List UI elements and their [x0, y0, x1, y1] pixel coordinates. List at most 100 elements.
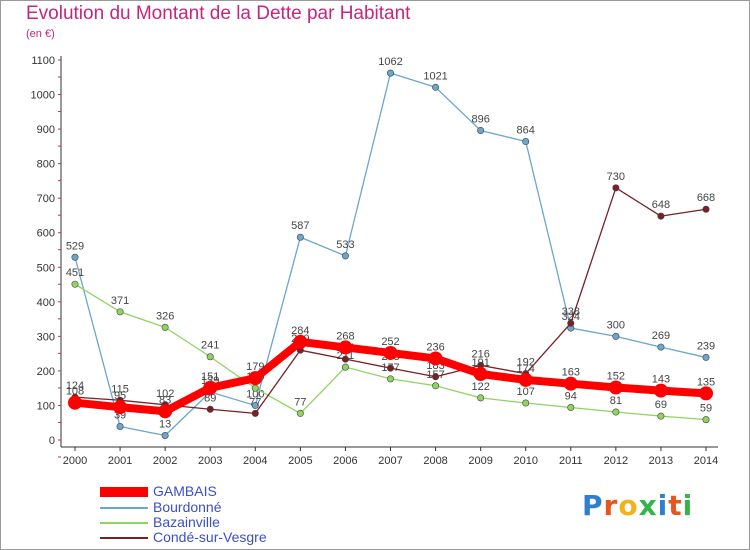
logo-letter: i	[657, 489, 669, 522]
data-point	[432, 382, 440, 390]
data-point	[383, 345, 398, 360]
data-label: 326	[156, 310, 174, 322]
data-label: 338	[562, 306, 580, 318]
data-label: 529	[66, 240, 84, 252]
legend-label: GAMBAIS	[153, 483, 217, 499]
data-point	[473, 367, 488, 382]
data-point	[161, 432, 169, 440]
data-label: 252	[381, 336, 399, 348]
data-label: 59	[700, 403, 712, 415]
logo-letter: r	[603, 489, 619, 522]
data-label: 241	[201, 340, 219, 352]
x-tick-label: 2013	[649, 455, 673, 467]
data-point	[338, 340, 353, 355]
data-point	[341, 252, 349, 260]
data-point	[116, 308, 124, 316]
y-tick-label: 200	[37, 366, 55, 378]
legend-swatch	[100, 537, 148, 540]
data-label: 163	[562, 367, 580, 379]
y-tick-label: 1000	[31, 90, 55, 102]
data-point	[567, 404, 575, 412]
x-tick-label: 2011	[559, 455, 583, 467]
data-point	[612, 408, 620, 416]
data-label: 107	[517, 386, 535, 398]
data-label: 896	[471, 113, 489, 125]
legend-label: Bazainville	[153, 514, 220, 530]
data-point	[203, 380, 218, 395]
data-label: 83	[159, 394, 171, 406]
data-label: 81	[610, 395, 622, 407]
data-label: 77	[294, 396, 306, 408]
legend-item-conde-sur-vesgre: Condé-sur-Vesgre	[100, 530, 267, 544]
data-label: 124	[66, 380, 84, 392]
data-point	[612, 184, 620, 192]
y-tick-label: 500	[37, 262, 55, 274]
data-point	[518, 372, 533, 387]
y-tick-label: 0	[49, 435, 55, 447]
data-point	[702, 353, 710, 361]
chart-title: Evolution du Montant de la Dette par Hab…	[26, 3, 411, 24]
data-label: 730	[607, 171, 625, 183]
series-gambais: 108 95 83 151 179 284 268 252 236 191 174 163 152 143…	[66, 325, 715, 419]
x-tick-label: 2010	[513, 455, 537, 467]
data-label: 108	[66, 386, 84, 398]
data-point	[702, 205, 710, 213]
data-label: 94	[565, 391, 577, 403]
x-tick-label: 2003	[198, 455, 222, 467]
data-label: 135	[697, 376, 715, 388]
data-label: 239	[697, 340, 715, 352]
data-point	[341, 355, 349, 363]
data-label: 269	[652, 330, 670, 342]
data-point	[386, 364, 394, 372]
y-tick-label: 100	[37, 400, 55, 412]
data-label: 451	[66, 267, 84, 279]
y-tick-label: 300	[37, 331, 55, 343]
data-point	[386, 375, 394, 383]
data-point	[248, 371, 263, 386]
data-label: 174	[517, 363, 535, 375]
data-label: 216	[471, 348, 489, 360]
data-point	[113, 400, 128, 415]
data-label: 89	[204, 392, 216, 404]
x-tick-label: 2007	[378, 455, 402, 467]
y-tick-label: 600	[37, 228, 55, 240]
legend-item-gambais: GAMBAIS	[100, 484, 217, 498]
legend-swatch	[100, 487, 148, 498]
data-point	[608, 380, 623, 395]
data-point	[296, 233, 304, 241]
data-label: 236	[426, 341, 444, 353]
data-label: 191	[471, 357, 489, 369]
data-point	[251, 409, 259, 417]
x-tick-label: 2009	[468, 455, 492, 467]
data-point	[251, 384, 259, 392]
data-label: 192	[517, 357, 535, 369]
data-point	[341, 363, 349, 371]
logo-letter: o	[618, 489, 639, 522]
data-label: 371	[111, 295, 129, 307]
x-tick-label: 2001	[108, 455, 132, 467]
data-label: 300	[607, 319, 625, 331]
data-point	[158, 404, 173, 419]
data-label: 143	[652, 374, 670, 386]
y-tick-label: 700	[37, 193, 55, 205]
y-tick-label: 400	[37, 297, 55, 309]
data-point	[161, 323, 169, 331]
data-label: 69	[655, 399, 667, 411]
data-label: 179	[246, 361, 264, 373]
data-label: 533	[336, 239, 354, 251]
data-point	[657, 212, 665, 220]
logo-letter: x	[638, 489, 658, 522]
legend-label: Condé-sur-Vesgre	[153, 529, 267, 545]
data-label: 13	[159, 419, 171, 431]
data-point	[477, 394, 485, 402]
y-tick-label: 1100	[31, 55, 55, 67]
y-tick-label: 800	[37, 159, 55, 171]
data-point	[428, 351, 443, 366]
x-tick-label: 2014	[694, 455, 718, 467]
data-label: 864	[517, 125, 535, 137]
data-label: 95	[114, 390, 126, 402]
data-label: 152	[607, 370, 625, 382]
data-point	[612, 332, 620, 340]
